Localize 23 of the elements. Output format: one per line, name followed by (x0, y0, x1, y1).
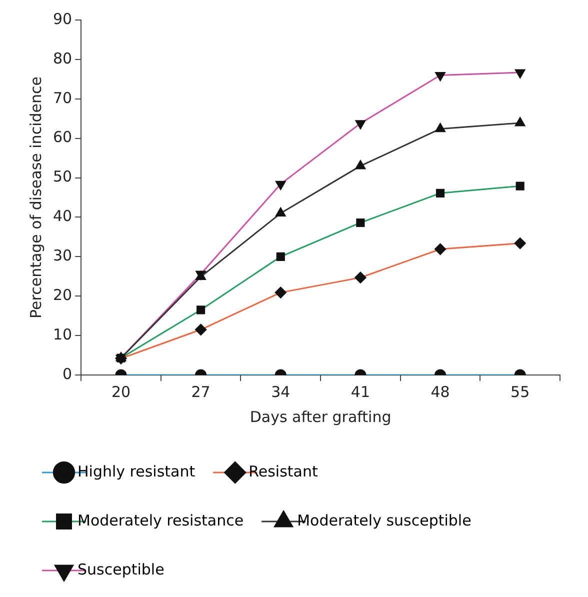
y-tick-label: 0 (62, 364, 72, 383)
legend-label: Moderately resistance (78, 511, 244, 530)
y-tick-label: 90 (52, 10, 72, 28)
y-tick-label: 40 (52, 207, 72, 226)
y-tick-label: 80 (52, 49, 72, 68)
y-tick-label: 10 (52, 325, 72, 344)
y-axis-title: Percentage of disease incidence (26, 76, 45, 318)
legend-label: Susceptible (78, 560, 164, 578)
legend-label: Highly resistant (78, 462, 196, 480)
y-tick-label: 20 (52, 286, 72, 304)
x-tick-label: 48 (430, 382, 450, 401)
y-tick-label: 70 (52, 88, 72, 107)
x-axis-title: Days after grafting (250, 408, 392, 426)
y-tick-label: 30 (52, 246, 72, 265)
y-tick-label: 50 (52, 168, 72, 186)
x-tick-label: 27 (191, 382, 210, 401)
x-tick-label: 20 (111, 382, 131, 401)
x-tick-label: 41 (350, 382, 370, 401)
legend-label: Moderately susceptible (297, 511, 472, 530)
y-tick-label: 60 (52, 128, 72, 146)
legend-label: Resistant (248, 462, 318, 480)
x-tick-label: 55 (510, 382, 530, 401)
x-tick-label: 34 (271, 382, 290, 401)
